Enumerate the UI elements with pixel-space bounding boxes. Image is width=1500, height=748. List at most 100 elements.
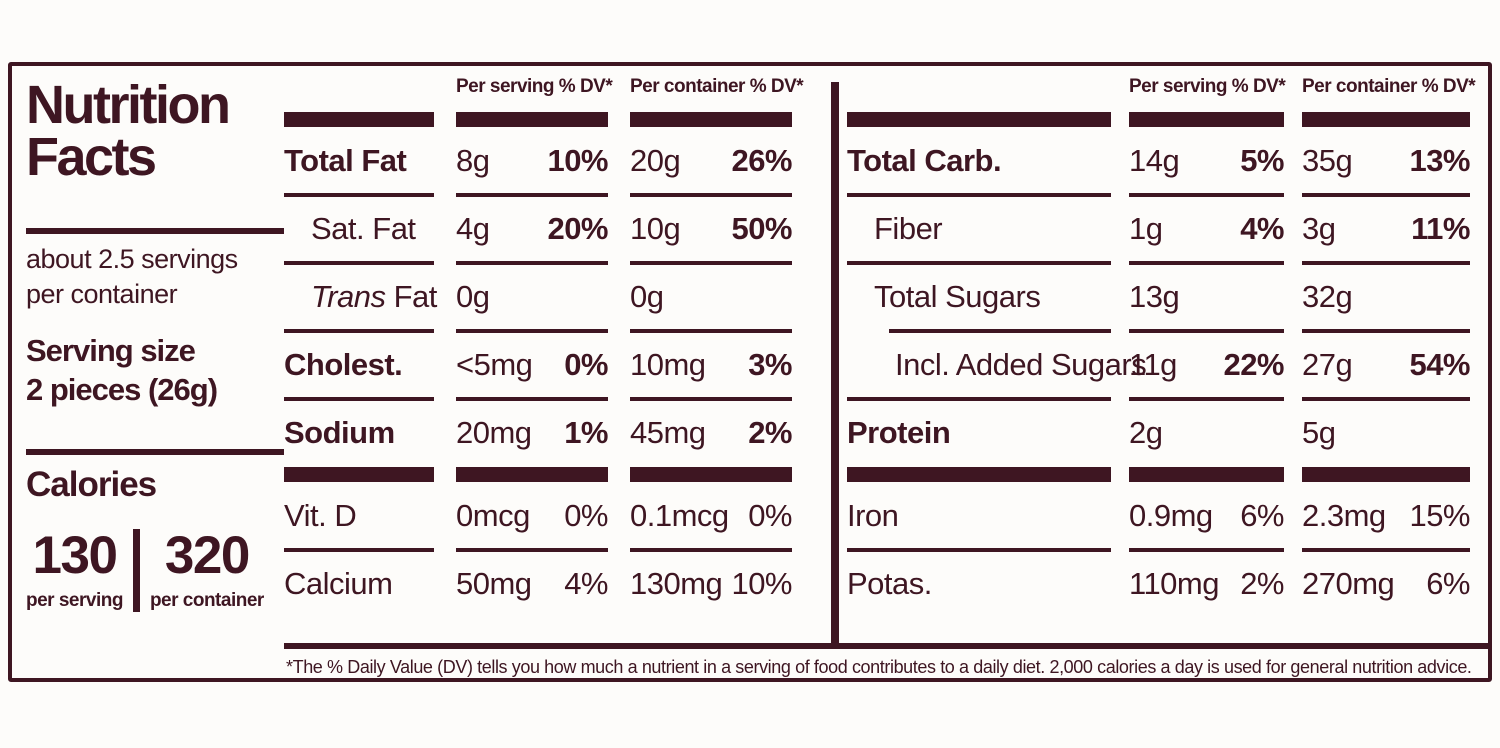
nutrient-row-potas: Potas. 110mg 2% 270mg 6% xyxy=(839,552,1474,616)
per-serving-cell: 50mg 4% xyxy=(456,566,608,602)
servings-line-1: about 2.5 servings xyxy=(26,243,238,274)
per-container-cell: 0.1mcg 0% xyxy=(630,498,792,534)
row-separator xyxy=(284,193,792,197)
bar-container-col xyxy=(1302,467,1470,482)
per-container-amount: 35g xyxy=(1302,143,1353,178)
left-panel: Nutrition Facts about 2.5 servings per c… xyxy=(12,66,284,678)
per-container-cell: 5g xyxy=(1302,415,1470,451)
sep-serving-col xyxy=(456,193,608,197)
per-container-daily-value: 26% xyxy=(731,143,792,178)
nutrient-name: Cholest. xyxy=(284,347,403,382)
per-container-amount: 10mg xyxy=(630,347,706,382)
calories-values: 130 per serving 320 per container xyxy=(26,526,284,613)
per-serving-cell: 110mg 2% xyxy=(1129,566,1284,602)
per-serving-cell: <5mg 0% xyxy=(456,347,608,383)
serving-size-value: 2 pieces (26g) xyxy=(26,371,218,407)
sep-container-col xyxy=(630,329,792,333)
nutrient-name: Sat. Fat xyxy=(311,211,416,246)
per-container-header: Per container % DV* xyxy=(630,76,804,97)
per-container-amount: 0.1mcg xyxy=(630,498,729,533)
sep-container-col xyxy=(1302,397,1470,401)
tables-row: Per serving % DV* Per container % DV* To… xyxy=(284,66,1488,643)
calories-per-container-value: 320 xyxy=(164,526,250,586)
per-container-cell: 35g 13% xyxy=(1302,143,1470,179)
per-serving-daily-value: 2% xyxy=(1240,566,1284,601)
per-container-cell: 10mg 3% xyxy=(630,347,792,383)
per-container-daily-value: 3% xyxy=(748,347,792,382)
per-serving-daily-value: 5% xyxy=(1240,143,1284,178)
nutrient-row-total-carb: Total Carb. 14g 5% 35g 13% xyxy=(839,129,1474,193)
per-serving-amount: 110mg xyxy=(1129,566,1220,601)
title-line-2: Facts xyxy=(26,126,157,187)
sep-serving-col xyxy=(1129,193,1284,197)
sep-container-col xyxy=(1302,261,1470,265)
calories-per-serving-value: 130 xyxy=(32,526,118,586)
per-serving-header: Per serving % DV* xyxy=(1129,76,1286,97)
per-serving-amount: 8g xyxy=(456,143,490,178)
sep-container-col xyxy=(630,548,792,552)
per-serving-cell: 0g xyxy=(456,279,608,315)
bar-container-col xyxy=(1302,112,1470,127)
per-serving-daily-value: 0% xyxy=(564,498,608,533)
calories-per-serving-block: 130 per serving xyxy=(26,529,123,612)
per-serving-daily-value: 22% xyxy=(1223,347,1284,382)
nutrient-name: Total Fat xyxy=(284,143,407,178)
per-container-cell: 2.3mg 15% xyxy=(1302,498,1470,534)
sep-container-col xyxy=(630,397,792,401)
per-serving-amount: 13g xyxy=(1129,279,1180,314)
sep-serving-col xyxy=(456,261,608,265)
per-container-daily-value: 10% xyxy=(731,566,792,601)
table-header: Per serving % DV* Per container % DV* xyxy=(284,66,804,98)
row-separator xyxy=(839,193,1474,197)
sep-name-col xyxy=(847,261,1111,265)
per-container-caption: per container xyxy=(149,590,264,612)
per-serving-daily-value: 4% xyxy=(1240,211,1284,246)
per-container-cell: 270mg 6% xyxy=(1302,566,1470,602)
nutrient-row-iron: Iron 0.9mg 6% 2.3mg 15% xyxy=(839,484,1474,548)
per-container-amount: 270mg xyxy=(1302,566,1395,601)
bar-container-col xyxy=(630,467,792,482)
sep-container-col xyxy=(630,193,792,197)
header-spacer xyxy=(847,76,1111,98)
per-serving-amount: 20mg xyxy=(456,415,532,450)
per-serving-cell: 0.9mg 6% xyxy=(1129,498,1284,534)
sep-serving-col xyxy=(1129,397,1284,401)
nutrient-row-incl-added-sugars: Incl. Added Sugars 11g 22% 27g 54% xyxy=(839,333,1474,397)
bar-container-col xyxy=(630,112,792,127)
nutrient-name: Total Carb. xyxy=(847,143,1002,178)
nutrient-name: Vit. D xyxy=(284,498,357,533)
per-serving-daily-value: 1% xyxy=(564,415,608,450)
per-serving-cell: 4g 20% xyxy=(456,211,608,247)
bar-name-col xyxy=(847,112,1111,127)
sep-serving-col xyxy=(456,329,608,333)
calories-divider xyxy=(132,529,140,613)
divider-rule xyxy=(26,449,284,456)
sep-serving-col xyxy=(1129,548,1284,552)
nutrient-name: Total Sugars xyxy=(874,279,1041,314)
section-thick-bar xyxy=(839,467,1474,482)
nutrient-row-fiber: Fiber 1g 4% 3g 11% xyxy=(839,197,1474,261)
nutrient-name: Fiber xyxy=(874,211,943,246)
nutrient-table-carbs: Per serving % DV* Per container % DV* To… xyxy=(839,66,1488,643)
section-thick-bar xyxy=(839,112,1474,127)
per-container-amount: 2.3mg xyxy=(1302,498,1386,533)
per-serving-amount: 0mcg xyxy=(456,498,530,533)
row-separator xyxy=(284,548,792,552)
per-serving-amount: 1g xyxy=(1129,211,1163,246)
per-container-amount: 5g xyxy=(1302,415,1336,450)
sep-container-col xyxy=(1302,193,1470,197)
per-serving-cell: 11g 22% xyxy=(1129,347,1284,383)
nutrient-name: Protein xyxy=(847,415,951,450)
nutrient-row-sodium: Sodium 20mg 1% 45mg 2% xyxy=(284,401,792,465)
sep-container-col xyxy=(630,261,792,265)
nutrient-row-vit-d: Vit. D 0mcg 0% 0.1mcg 0% xyxy=(284,484,792,548)
per-container-daily-value: 11% xyxy=(1411,211,1470,246)
bar-name-col xyxy=(284,112,434,127)
per-serving-cell: 13g xyxy=(1129,279,1284,315)
per-container-daily-value: 15% xyxy=(1409,498,1470,533)
per-container-amount: 130mg xyxy=(630,566,723,601)
per-serving-cell: 20mg 1% xyxy=(456,415,608,451)
per-serving-daily-value: 10% xyxy=(547,143,608,178)
per-serving-caption: per serving xyxy=(26,590,123,612)
per-serving-amount: 50mg xyxy=(456,566,532,601)
